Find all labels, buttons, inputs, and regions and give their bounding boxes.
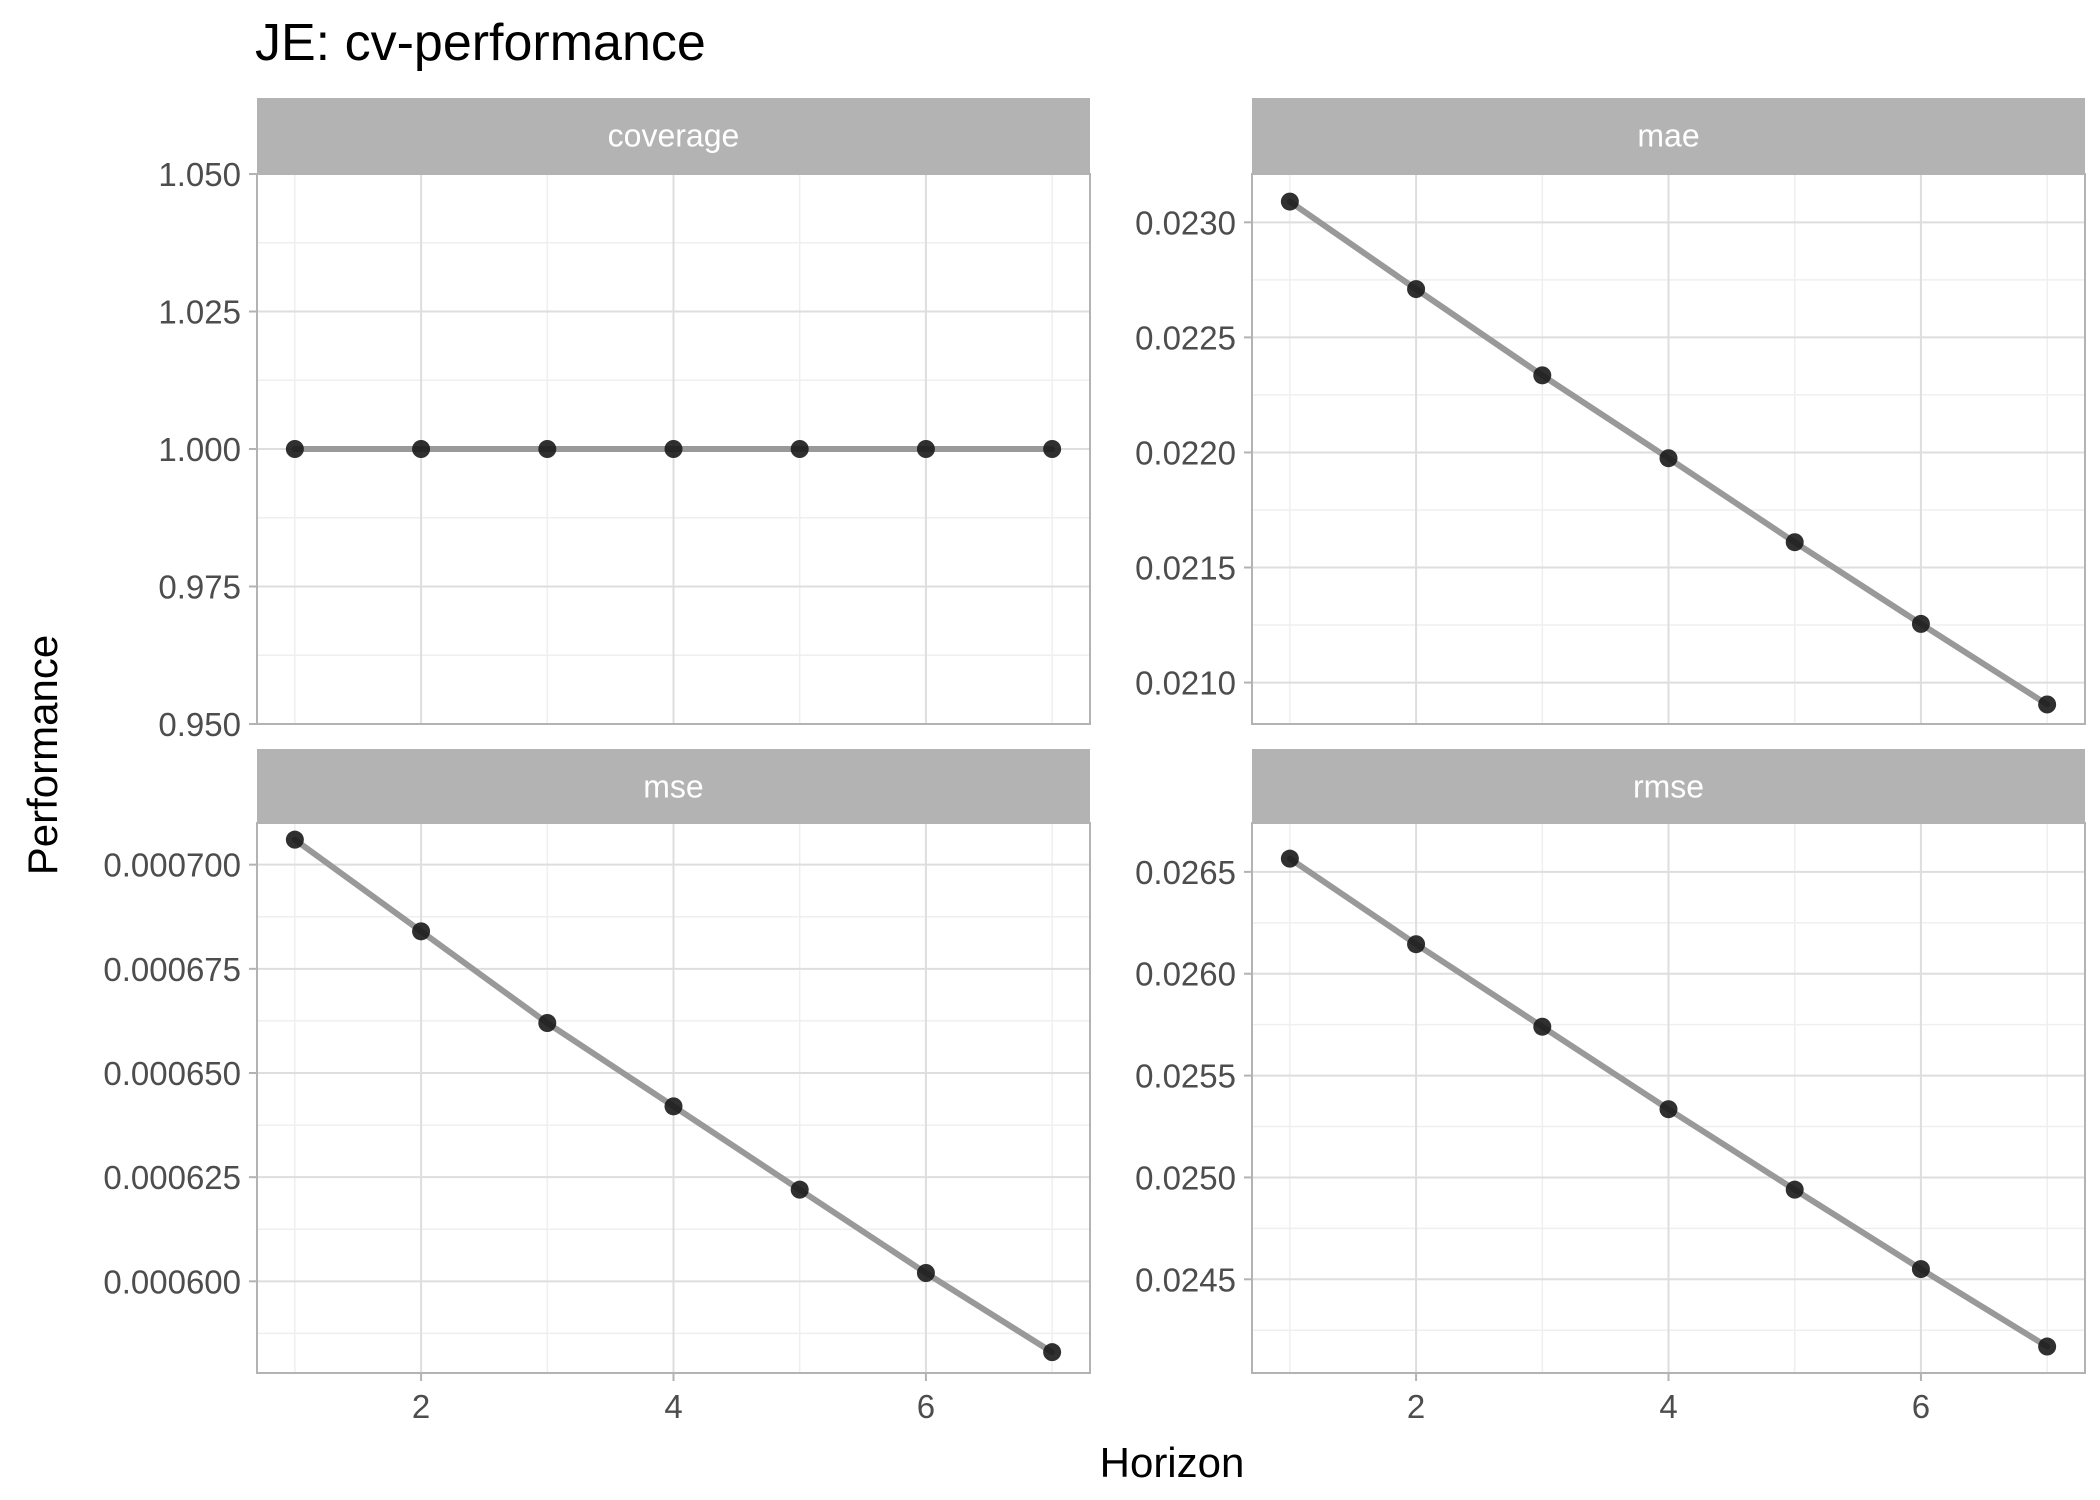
data-point <box>1533 366 1552 385</box>
strip-label: mae <box>1637 118 1699 154</box>
strip-background <box>257 749 1090 824</box>
y-tick-label: 0.0265 <box>1135 854 1236 891</box>
y-tick-label: 0.000650 <box>103 1055 241 1092</box>
y-tick-label: 0.0210 <box>1135 665 1236 702</box>
panel-border <box>1251 822 2086 1374</box>
facet-panels: coverage 0.950 0.975 1.000 1.025 1.050 mae 0.02… <box>103 98 2086 1425</box>
panel-coverage: coverage 0.950 0.975 1.000 1.025 1.050 <box>158 98 1091 743</box>
x-tick-label: 2 <box>1407 1388 1425 1425</box>
data-point <box>664 1097 683 1116</box>
panel-border <box>256 822 1091 1374</box>
y-tick-label: 0.000700 <box>103 847 241 884</box>
data-point <box>664 440 683 458</box>
strip-label: mse <box>643 769 703 805</box>
data-point <box>1785 1180 1804 1199</box>
x-tick-label: 4 <box>664 1388 682 1425</box>
strip-background <box>257 98 1090 173</box>
data-point <box>538 440 557 458</box>
data-point <box>285 830 304 849</box>
y-tick-label: 0.0260 <box>1135 956 1236 993</box>
data-point <box>790 440 809 458</box>
panel-rmse: rmse 0.0245 0.0250 0.0255 0.0260 0.0265 2 4 6 <box>1135 749 2086 1425</box>
y-tick-label: 0.000600 <box>103 1263 241 1300</box>
x-tick-label: 4 <box>1659 1388 1677 1425</box>
data-point <box>1280 849 1299 868</box>
y-tick-label: 0.0220 <box>1135 434 1236 471</box>
data-point <box>1043 440 1062 458</box>
panel-mse: mse 0.000600 0.000625 0.000650 0.000675 0.000… <box>103 749 1091 1425</box>
y-tick-label: 1.025 <box>158 294 241 331</box>
y-tick-label: 0.0250 <box>1135 1159 1236 1196</box>
panel-border <box>256 173 1091 725</box>
data-point <box>1785 533 1804 552</box>
x-tick-label: 6 <box>1912 1388 1930 1425</box>
strip-label: coverage <box>608 118 740 154</box>
y-tick-label: 0.0225 <box>1135 319 1236 356</box>
y-tick-label: 0.000625 <box>103 1159 241 1196</box>
y-tick-label: 1.000 <box>158 431 241 468</box>
y-tick-label: 0.0230 <box>1135 204 1236 241</box>
y-tick-label: 0.0215 <box>1135 550 1236 587</box>
y-tick-label: 0.975 <box>158 569 241 606</box>
panel-border <box>1251 173 2086 725</box>
y-tick-label: 0.0245 <box>1135 1261 1236 1298</box>
data-point <box>412 922 431 941</box>
data-point <box>2038 1337 2057 1356</box>
data-point <box>2038 695 2057 714</box>
data-point <box>1043 1343 1062 1362</box>
data-point <box>412 440 431 458</box>
data-point <box>1911 1260 1930 1279</box>
y-tick-label: 0.950 <box>158 706 241 743</box>
data-point <box>916 1264 935 1282</box>
y-tick-label: 0.0255 <box>1135 1058 1236 1095</box>
data-point <box>1911 614 1930 633</box>
y-tick-label: 1.050 <box>158 156 241 193</box>
data-point <box>1659 449 1678 468</box>
data-point <box>1533 1017 1552 1036</box>
strip-background <box>1252 98 2085 173</box>
strip-background <box>1252 749 2085 824</box>
x-tick-label: 6 <box>917 1388 935 1425</box>
data-point <box>790 1180 809 1199</box>
strip-label: rmse <box>1633 769 1704 805</box>
x-tick-label: 2 <box>412 1388 430 1425</box>
data-point <box>916 440 935 458</box>
data-point <box>1280 192 1299 211</box>
panel-mae: mae 0.0210 0.0215 0.0220 0.0225 0.0230 <box>1135 98 2086 725</box>
x-axis-title: Horizon <box>1100 1439 1245 1486</box>
data-point <box>1659 1100 1678 1119</box>
data-point <box>285 440 304 458</box>
data-point <box>538 1014 557 1032</box>
chart-title: JE: cv-performance <box>255 14 706 72</box>
data-point <box>1407 280 1426 299</box>
y-tick-label: 0.000675 <box>103 951 241 988</box>
y-axis-title: Performance <box>19 635 66 875</box>
data-point <box>1407 935 1426 954</box>
